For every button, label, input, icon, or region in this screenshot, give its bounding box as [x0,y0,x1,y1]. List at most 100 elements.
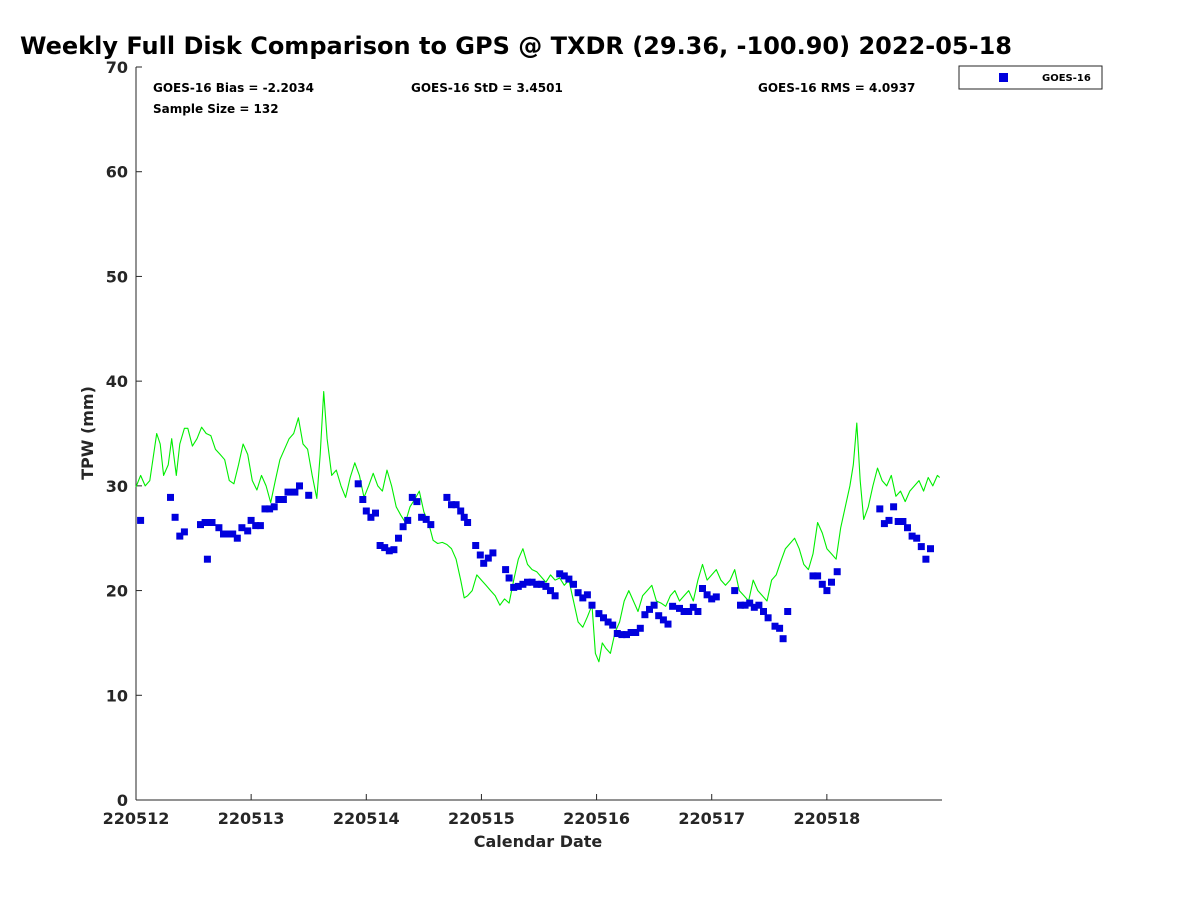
goes16-point [533,580,541,588]
goes16-point [480,559,488,567]
goes16-point [547,587,554,595]
goes16-point [390,546,398,554]
goes16-point [927,545,934,553]
goes16-point [565,575,573,583]
goes16-point [224,530,232,538]
goes16-point [689,603,697,611]
goes16-point [291,488,299,496]
y-tick-label: 60 [106,163,128,182]
x-tick-label: 220515 [448,809,515,828]
goes16-point [650,601,658,609]
goes16-point [354,480,362,488]
goes16-point [894,518,902,525]
y-tick-label: 70 [106,58,128,77]
stat-std: GOES-16 StD = 3.4501 [411,81,563,95]
goes16-point [215,524,223,532]
goes16-point [904,524,911,532]
goes16-point [669,602,677,610]
goes16-point [376,542,384,549]
goes16-point [476,551,484,559]
legend: GOES-16 [958,65,1103,90]
legend-label: GOES-16 [1042,73,1091,84]
goes16-point [399,523,407,531]
goes16-point [359,496,367,503]
goes16-point [595,610,603,618]
goes16-point [828,578,835,586]
goes16-point [632,629,640,636]
goes16-point [703,591,711,599]
goes16-point [460,513,468,521]
goes16-point [708,595,716,603]
stat-bias: GOES-16 Bias = -2.2034 [153,81,314,95]
goes16-point [680,608,688,615]
goes16-point [917,543,925,551]
gps-line [135,391,941,663]
y-tick-label: 20 [106,582,128,601]
goes16-point [570,580,577,588]
goes16-point [408,493,416,501]
goes16-point [238,524,246,532]
goes16-point [201,519,209,526]
goes16-point [284,488,292,496]
goes16-point [664,620,672,628]
goes16-point [443,493,451,501]
goes16-point [764,614,772,622]
goes16-point [746,599,754,607]
goes16-point [659,616,667,624]
y-tick-label: 40 [106,372,128,391]
y-axis-ticks: 0 10 20 30 40 50 60 70 [106,58,142,810]
goes16-point [484,554,492,562]
goes16-point [676,604,683,612]
goes16-point [750,603,758,611]
goes16-point [275,496,283,503]
goes16-point [551,592,559,600]
goes16-point [913,534,921,542]
goes16-point [472,542,480,549]
legend-marker [999,73,1008,82]
goes16-point [270,503,278,511]
goes16-point [890,503,898,511]
goes16-point [627,629,635,636]
goes16-point [623,631,630,639]
goes16-point [588,601,596,609]
goes16-point [899,518,907,525]
goes16-point [823,587,831,595]
goes16-point [422,515,430,523]
goes16-point [528,578,536,586]
stat-rms: GOES-16 RMS = 4.0937 [758,81,915,95]
goes16-point [514,582,522,590]
goes16-point [779,635,787,643]
goes16-point [922,555,930,563]
goes16-point [876,505,884,513]
goes16-point [771,622,779,630]
goes16-point [776,624,784,632]
goes16-point [737,601,744,609]
goes16-point [381,544,389,552]
goes16-point [579,594,587,602]
goes16-point [367,513,375,521]
goes16-point [542,582,550,590]
goes16-point [574,589,582,597]
legend-box [958,65,1103,90]
y-axis-label: TPW (mm) [78,386,97,480]
stat-sample-size: Sample Size = 132 [153,102,279,116]
goes16-point [362,507,370,515]
goes16-point [418,513,426,521]
goes16-point [613,630,621,637]
goes16-point [694,608,702,615]
goes16-point [636,624,644,632]
goes16-point [885,516,893,524]
goes16-point [137,516,145,524]
goes16-point [167,493,174,501]
x-axis-label: Calendar Date [474,832,603,851]
goes16-point [519,580,527,588]
goes16-point [755,601,763,609]
goes16-point [560,572,568,580]
x-tick-label: 220516 [563,809,630,828]
goes16-point [464,519,472,526]
series-goes16 [137,480,934,643]
goes16-point [261,505,269,513]
goes16-point [641,611,649,619]
goes16-point [220,530,227,538]
